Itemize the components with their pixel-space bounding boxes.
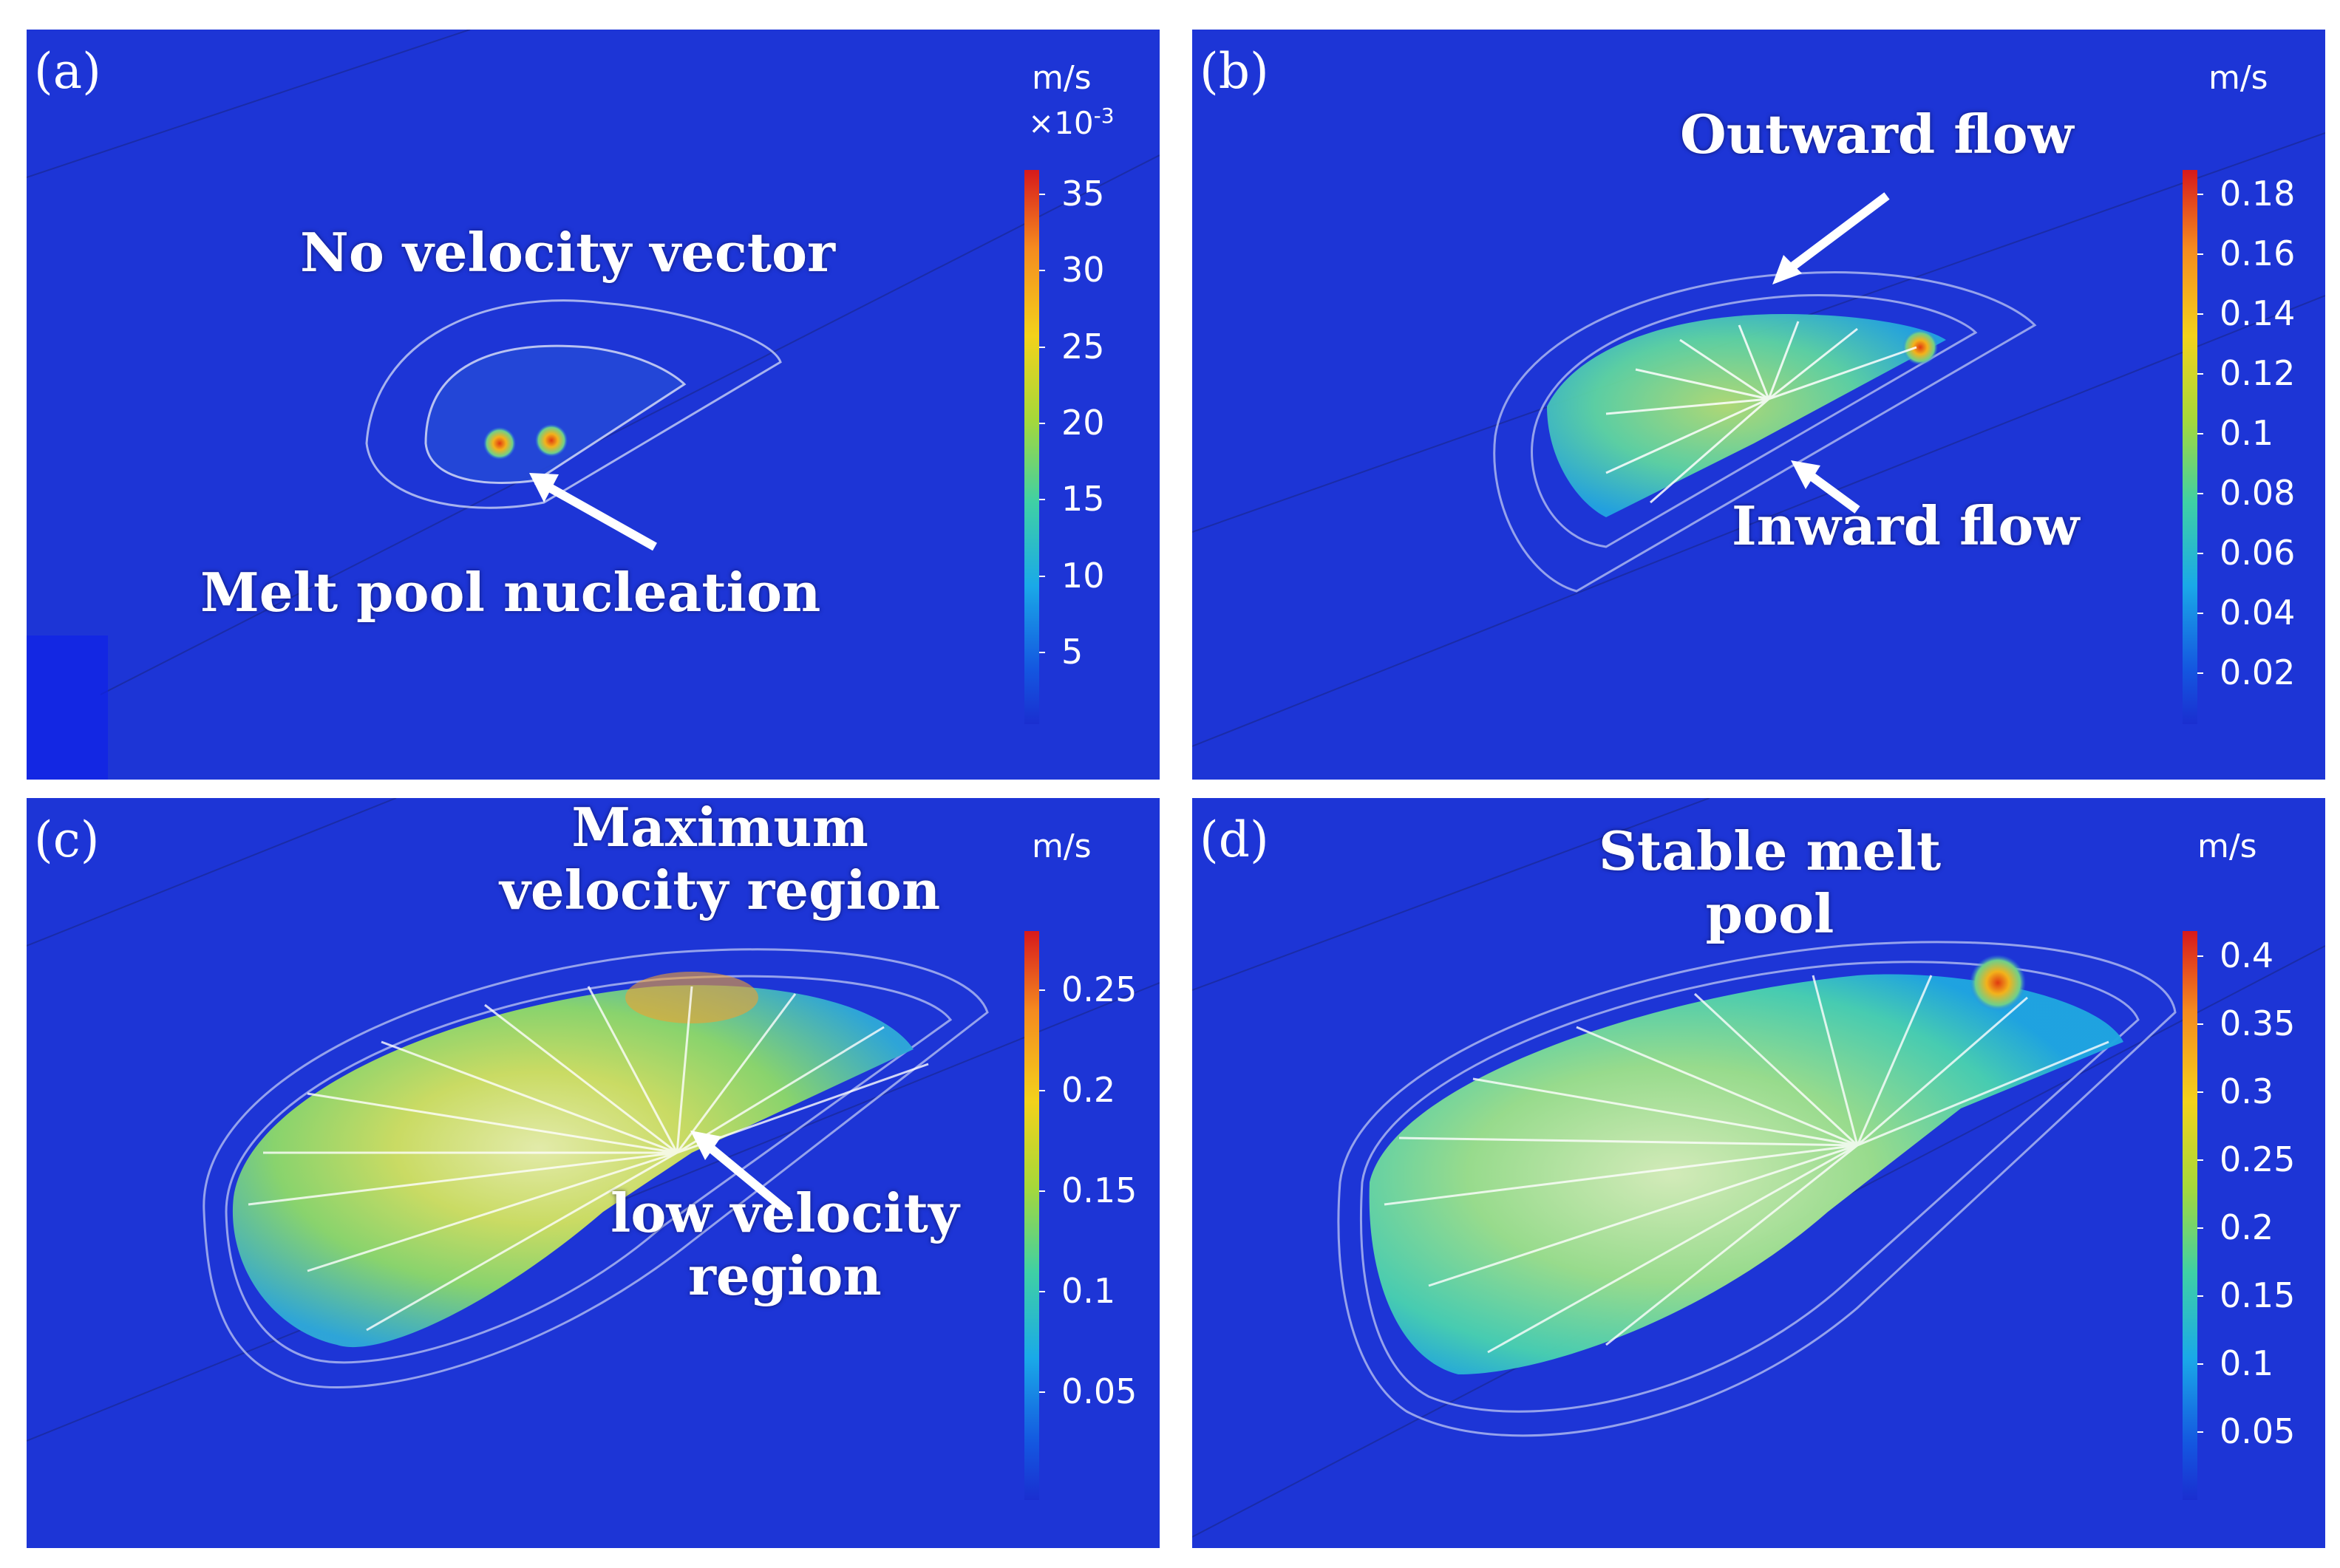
velocity-field-a [27, 30, 1160, 780]
colorbar-tick: 0.16 [2197, 234, 2296, 273]
colorbar-tick: 0.1 [1038, 1271, 1116, 1311]
colorbar-tick: 0.2 [2197, 1207, 2274, 1247]
colorbar-unit: m/s [2208, 59, 2268, 97]
colorbar [1024, 931, 1039, 1500]
colorbar-tick: 0.15 [2197, 1275, 2296, 1315]
annotation-line: Stable melt [1599, 819, 1942, 882]
colorbar-tick: 0.02 [2197, 652, 2296, 692]
annotation-line: Maximum [571, 798, 868, 859]
colorbar-tick: 0.1 [2197, 413, 2274, 453]
velocity-field-c [27, 798, 1160, 1548]
panel-label: (b) [1200, 43, 1269, 100]
colorbar-tick: 0.04 [2197, 593, 2296, 633]
colorbar-tick: 0.2 [1038, 1070, 1116, 1110]
velocity-field-d [1192, 798, 2325, 1548]
annotation-line: low velocity [610, 1182, 959, 1244]
colorbar-tick: 0.4 [2197, 935, 2274, 975]
colorbar-unit: m/s [1032, 828, 1092, 865]
colorbar-tick: 0.3 [2197, 1071, 2274, 1111]
annotation-outward-flow: Outward flow [1680, 103, 2074, 166]
colorbar-multiplier: ×10-3 [1028, 103, 1115, 141]
colorbar-tick: 20 [1039, 403, 1105, 443]
panel-label: (d) [1200, 811, 1269, 868]
annotation-melt-pool-nucleation: Melt pool nucleation [200, 561, 821, 624]
colorbar-tick: 0.25 [2197, 1139, 2296, 1179]
panel-label: (a) [34, 43, 101, 100]
colorbar-tick: 0.18 [2197, 174, 2296, 214]
panel-a: (a) m/s ×10-3 35 30 25 20 15 10 5 No vel… [27, 30, 1160, 780]
colorbar-tick: 0.06 [2197, 533, 2296, 573]
annotation-line: region [687, 1244, 882, 1307]
panel-c: (c) m/s 0.25 0.2 0.15 0.1 0.05 Maximum v… [27, 798, 1160, 1548]
colorbar [2183, 931, 2197, 1500]
annotation-no-velocity-vector: No velocity vector [300, 221, 835, 284]
colorbar-unit: m/s [1032, 59, 1092, 97]
annotation-inward-flow: Inward flow [1732, 494, 2080, 557]
annotation-low-velocity-region: low velocity region [610, 1182, 959, 1308]
colorbar-tick: 0.08 [2197, 473, 2296, 513]
colorbar-tick: 0.05 [2197, 1411, 2296, 1451]
velocity-field-b [1192, 30, 2325, 780]
colorbar-tick: 5 [1038, 632, 1084, 672]
annotation-line: pool [1705, 882, 1834, 945]
colorbar-tick: 0.14 [2197, 293, 2296, 333]
colorbar-tick: 0.12 [2197, 353, 2296, 393]
annotation-maximum-velocity-region: Maximum velocity region [500, 798, 940, 922]
colorbar-unit: m/s [2197, 828, 2257, 865]
colorbar-tick: 0.15 [1038, 1170, 1137, 1210]
panel-b: (b) m/s 0.18 0.16 0.14 0.12 0.1 0.08 0.0… [1192, 30, 2325, 780]
colorbar-tick: 0.35 [2197, 1003, 2296, 1043]
annotation-stable-melt-pool: Stable melt pool [1599, 819, 1942, 946]
colorbar [2183, 170, 2197, 724]
colorbar [1024, 170, 1039, 724]
colorbar-tick: 15 [1039, 479, 1105, 519]
panel-d: (d) m/s 0.4 0.35 0.3 0.25 0.2 0.15 0.1 0… [1192, 798, 2325, 1548]
colorbar-tick: 0.05 [1038, 1371, 1137, 1411]
colorbar-tick: 25 [1039, 327, 1105, 367]
nucleation-spot-1 [483, 427, 516, 460]
colorbar-tick: 30 [1039, 250, 1105, 290]
colorbar-tick: 35 [1039, 174, 1105, 214]
colorbar-tick: 0.25 [1038, 969, 1137, 1009]
colorbar-tick: 0.1 [2197, 1343, 2274, 1383]
colorbar-tick: 10 [1039, 556, 1105, 596]
annotation-line: velocity region [500, 858, 941, 921]
nucleation-spot-2 [535, 424, 568, 457]
panel-label: (c) [34, 811, 100, 868]
